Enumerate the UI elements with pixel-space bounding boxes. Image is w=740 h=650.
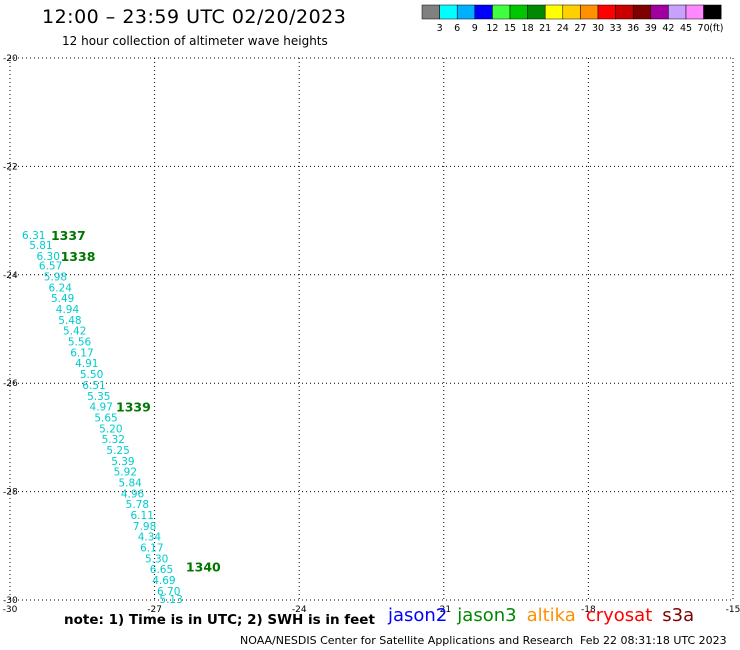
legend-color-swatch <box>615 4 634 20</box>
legend-color-swatch <box>685 4 704 20</box>
swh-value-label: 5.25 <box>106 445 129 457</box>
swh-value-label: 5.48 <box>58 315 81 327</box>
legend-bin-label: 45 <box>680 23 692 34</box>
y-tick-label: -30 <box>3 596 18 606</box>
swh-value-label: 6.31 <box>22 230 45 242</box>
legend-bin-label: 42 <box>662 23 674 34</box>
swh-value-label: 5.49 <box>51 293 74 305</box>
swh-value-label: 6.65 <box>150 564 173 576</box>
swh-value-label: 5.50 <box>80 369 103 381</box>
x-tick-label: -21 <box>436 605 451 615</box>
legend-color-swatch <box>632 4 652 20</box>
chart-title: 12:00 – 23:59 UTC 02/20/2023 <box>42 6 347 28</box>
y-tick-label: -20 <box>3 54 18 64</box>
swh-value-label: 5.98 <box>44 272 67 284</box>
x-tick-label: -24 <box>292 605 307 615</box>
time-label: 1340 <box>186 559 221 574</box>
swh-value-label: 5.84 <box>118 477 142 489</box>
legend-bin-label: 30 <box>592 23 604 34</box>
y-tick-label: -26 <box>3 379 18 389</box>
mission-label: s3a <box>662 605 695 626</box>
x-tick-label: -27 <box>147 605 162 615</box>
legend-bin-label: 9 <box>472 23 478 34</box>
legend-bin-label: 6 <box>454 23 460 34</box>
legend-color-swatch <box>509 4 528 20</box>
y-tick-label: -24 <box>3 271 18 281</box>
legend-bin-label: 27 <box>574 23 586 34</box>
legend-bin-label: 12 <box>486 23 498 34</box>
mission-label: altika <box>526 605 576 626</box>
y-tick-label: -22 <box>3 162 18 172</box>
time-label: 1339 <box>116 400 151 415</box>
swh-value-label: 4.94 <box>56 304 80 316</box>
legend-bin-label: 36 <box>627 23 639 34</box>
footer-note: note: 1) Time is in UTC; 2) SWH is in fe… <box>64 612 375 628</box>
legend-color-swatch <box>562 4 581 20</box>
swh-value-label: 4.97 <box>90 402 113 414</box>
legend-color-swatch <box>544 4 564 20</box>
swh-value-label: 4.69 <box>152 575 175 587</box>
legend-color-swatch <box>650 4 669 20</box>
time-label: 1337 <box>51 228 86 243</box>
mission-label: cryosat <box>585 605 653 626</box>
legend-color-swatch <box>492 4 511 20</box>
swh-value-label: 6.17 <box>140 543 163 555</box>
legend-bin-label: 21 <box>539 23 551 34</box>
swh-value-label: 6.70 <box>157 586 180 598</box>
swh-value-label: 5.81 <box>29 240 52 252</box>
x-tick-label: -18 <box>581 605 596 615</box>
mission-label: jason2 <box>388 605 448 626</box>
swh-value-label: 5.20 <box>99 423 122 435</box>
legend-color-swatch <box>421 4 440 20</box>
swh-value-label: 5.65 <box>94 412 117 424</box>
swh-value-label: 5.35 <box>87 391 110 403</box>
swh-value-label: 6.51 <box>82 380 105 392</box>
swh-value-label: 4.91 <box>75 358 98 370</box>
swh-value-label: 4.34 <box>138 532 162 544</box>
swh-value-label: 5.39 <box>111 456 134 468</box>
swh-value-label: 5.13 <box>159 594 182 606</box>
legend-color-swatch <box>456 4 476 20</box>
swh-value-label: 5.42 <box>63 326 86 338</box>
swh-value-label: 5.30 <box>145 553 168 565</box>
swh-value-label: 6.24 <box>49 282 73 294</box>
swh-value-label: 6.17 <box>70 347 93 359</box>
swh-value-label: 6.30 <box>37 251 60 263</box>
chart-subtitle: 12 hour collection of altimeter wave hei… <box>62 34 328 48</box>
legend-color-swatch <box>597 4 616 20</box>
x-tick-label: -30 <box>3 605 18 615</box>
legend-color-swatch <box>439 4 458 20</box>
legend-color-swatch <box>580 4 599 20</box>
legend-color-swatch <box>527 4 546 20</box>
legend-bin-label: 15 <box>504 23 516 34</box>
time-label: 1338 <box>61 249 96 264</box>
swh-value-label: 6.57 <box>39 261 62 273</box>
swh-value-label: 4.96 <box>121 488 145 500</box>
credit-line: NOAA/NESDIS Center for Satellite Applica… <box>240 634 574 647</box>
legend-bin-label: 39 <box>645 23 657 34</box>
generation-timestamp: Feb 22 08:31:18 UTC 2023 <box>580 634 727 647</box>
legend-unit-label: (ft) <box>709 23 723 34</box>
legend-bin-label: 18 <box>522 23 534 34</box>
legend-bin-label: 70 <box>698 23 710 34</box>
legend-color-swatch <box>703 4 722 20</box>
swh-value-label: 6.11 <box>131 510 154 522</box>
legend-color-swatch <box>474 4 493 20</box>
swh-value-label: 7.98 <box>133 521 156 533</box>
swh-value-label: 5.32 <box>102 434 125 446</box>
swh-value-label: 5.92 <box>114 467 137 479</box>
swh-value-label: 5.56 <box>68 337 92 349</box>
legend-bin-label: 3 <box>437 23 443 34</box>
mission-label: jason3 <box>457 605 517 626</box>
swh-value-label: 5.78 <box>126 499 149 511</box>
legend-bin-label: 33 <box>610 23 622 34</box>
legend-bin-label: 24 <box>557 23 569 34</box>
legend-color-swatch <box>668 4 687 20</box>
x-tick-label: -15 <box>726 605 740 615</box>
y-tick-label: -28 <box>3 488 18 498</box>
mission-legend: jason2 jason3 altika cryosat s3a <box>388 605 704 626</box>
